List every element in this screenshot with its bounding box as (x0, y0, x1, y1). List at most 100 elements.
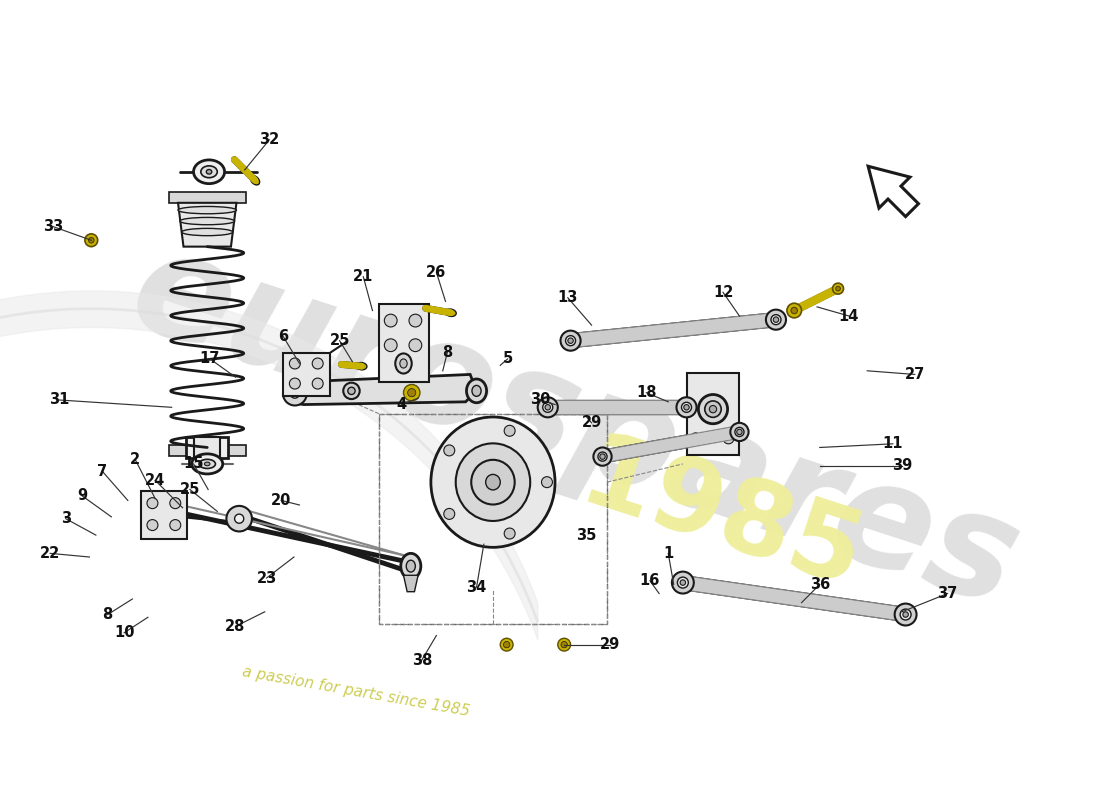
Polygon shape (404, 575, 418, 592)
Text: 11: 11 (882, 436, 903, 451)
Ellipse shape (201, 166, 218, 178)
Circle shape (443, 509, 454, 519)
Text: 34: 34 (466, 580, 486, 594)
Ellipse shape (466, 379, 486, 402)
Ellipse shape (400, 554, 421, 579)
Text: 20: 20 (271, 493, 292, 508)
Ellipse shape (680, 580, 685, 586)
Text: 1985: 1985 (568, 426, 874, 611)
Ellipse shape (561, 642, 568, 648)
Ellipse shape (85, 234, 98, 246)
Bar (169, 445, 245, 456)
Ellipse shape (348, 387, 355, 394)
Ellipse shape (558, 638, 571, 651)
Text: 15: 15 (184, 457, 204, 471)
Text: 33: 33 (43, 219, 63, 234)
Ellipse shape (833, 283, 844, 294)
Ellipse shape (730, 423, 749, 441)
Polygon shape (290, 374, 476, 405)
Circle shape (312, 358, 323, 369)
Circle shape (690, 433, 701, 444)
Ellipse shape (359, 364, 364, 368)
Ellipse shape (455, 443, 530, 521)
Ellipse shape (894, 603, 916, 626)
Ellipse shape (568, 338, 573, 343)
Text: 7: 7 (97, 464, 108, 478)
Ellipse shape (191, 454, 222, 474)
Circle shape (443, 445, 454, 456)
Bar (195, 437, 220, 459)
Text: 26: 26 (426, 265, 447, 280)
Circle shape (169, 519, 180, 530)
Ellipse shape (735, 427, 744, 437)
Circle shape (147, 519, 158, 530)
Text: 9: 9 (77, 488, 87, 503)
Ellipse shape (147, 498, 173, 524)
Ellipse shape (408, 389, 416, 397)
Text: 10: 10 (114, 626, 134, 640)
Ellipse shape (446, 309, 456, 317)
Ellipse shape (356, 362, 367, 370)
Text: 1: 1 (663, 546, 673, 561)
Text: 36: 36 (810, 577, 829, 592)
Ellipse shape (766, 310, 786, 330)
Ellipse shape (234, 514, 244, 523)
Ellipse shape (791, 307, 798, 314)
Ellipse shape (682, 402, 692, 412)
Ellipse shape (903, 612, 909, 618)
Ellipse shape (737, 430, 742, 434)
Text: 8: 8 (442, 345, 452, 360)
Ellipse shape (561, 330, 581, 350)
Ellipse shape (179, 218, 234, 225)
Circle shape (384, 314, 397, 327)
Text: 31: 31 (50, 393, 69, 407)
Text: 4: 4 (397, 397, 407, 412)
Text: 12: 12 (713, 285, 734, 300)
Bar (378, 414, 607, 624)
Ellipse shape (593, 447, 612, 466)
Bar (686, 373, 739, 454)
Ellipse shape (471, 460, 515, 505)
Ellipse shape (431, 417, 556, 547)
Text: 13: 13 (558, 290, 578, 306)
Bar (283, 353, 330, 396)
Text: a passion for parts since 1985: a passion for parts since 1985 (241, 665, 471, 719)
Circle shape (541, 477, 552, 488)
Ellipse shape (343, 382, 360, 399)
Ellipse shape (600, 454, 605, 459)
Text: 29: 29 (582, 415, 602, 430)
Ellipse shape (406, 560, 416, 572)
Ellipse shape (253, 178, 257, 182)
Ellipse shape (205, 462, 210, 466)
Ellipse shape (773, 317, 779, 322)
Circle shape (147, 498, 158, 509)
Text: 27: 27 (904, 367, 925, 382)
Text: 35: 35 (576, 528, 596, 542)
Ellipse shape (598, 452, 607, 461)
Ellipse shape (290, 389, 299, 398)
Ellipse shape (676, 398, 696, 418)
Circle shape (723, 433, 734, 444)
Ellipse shape (565, 336, 575, 346)
Text: 14: 14 (839, 309, 859, 323)
Ellipse shape (710, 406, 716, 413)
Circle shape (312, 378, 323, 389)
Text: 2: 2 (130, 452, 140, 467)
Polygon shape (868, 166, 918, 217)
Ellipse shape (542, 402, 553, 412)
Text: 23: 23 (256, 570, 277, 586)
Text: 39: 39 (892, 458, 912, 474)
Bar (169, 192, 245, 203)
Ellipse shape (199, 459, 216, 469)
Text: 3: 3 (60, 511, 70, 526)
Ellipse shape (472, 386, 481, 396)
Circle shape (409, 314, 421, 327)
Text: 29: 29 (600, 637, 620, 652)
Ellipse shape (786, 303, 802, 318)
Circle shape (289, 358, 300, 369)
Text: 22: 22 (40, 546, 60, 561)
Ellipse shape (207, 170, 212, 174)
Text: 32: 32 (260, 132, 279, 147)
Ellipse shape (504, 642, 510, 648)
Circle shape (504, 426, 515, 436)
